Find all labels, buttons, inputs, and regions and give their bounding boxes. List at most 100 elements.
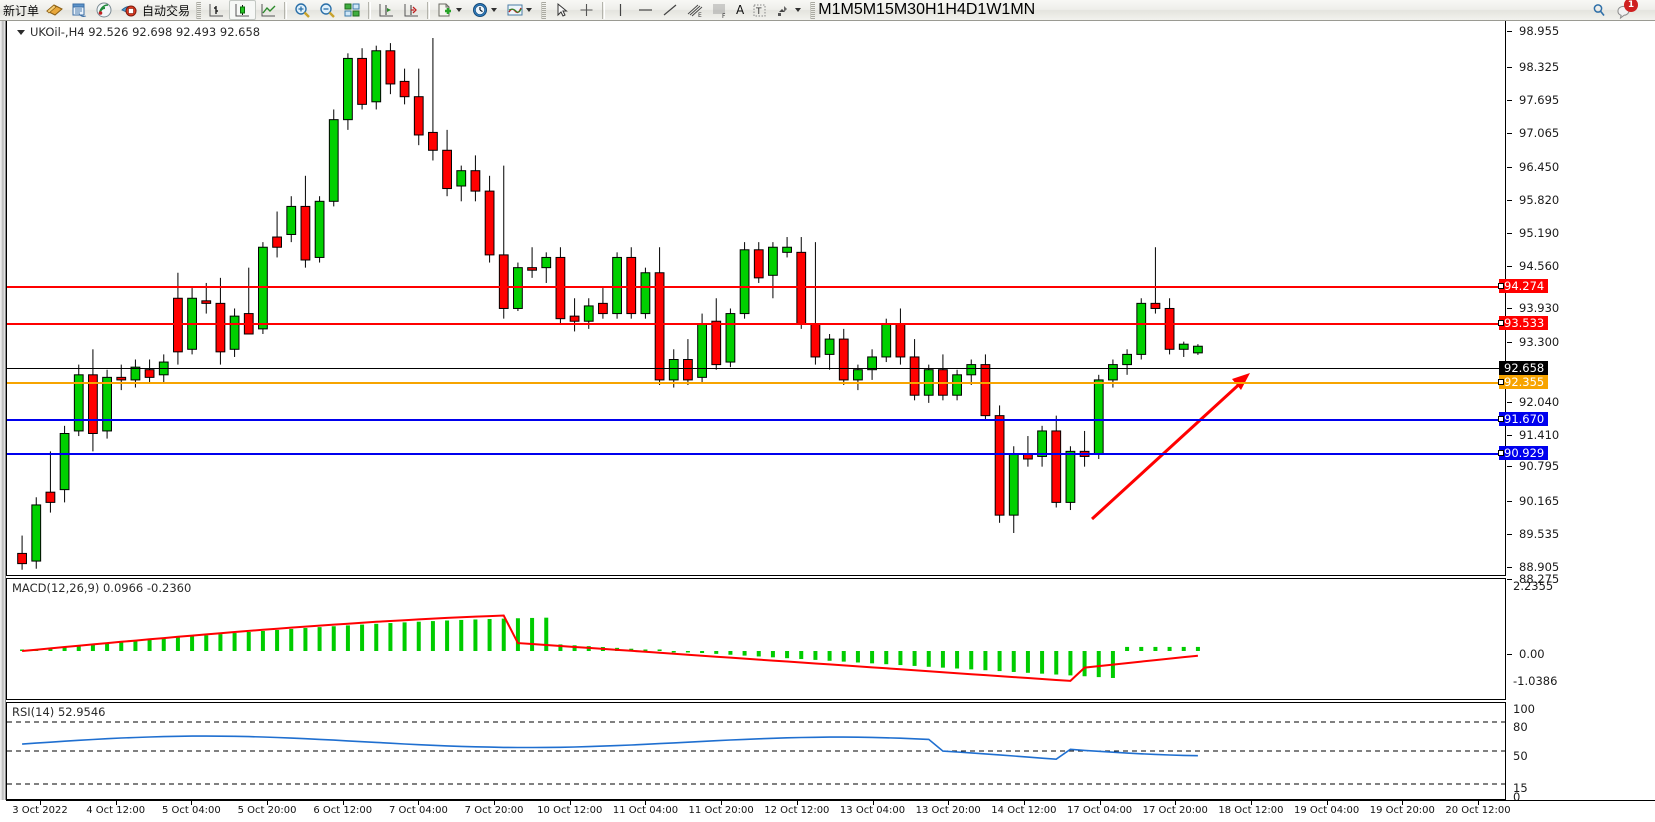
vertical-line-button[interactable] xyxy=(608,0,633,20)
time-axis-tick xyxy=(115,801,117,805)
price-badge-resistance-1[interactable]: 94.274 xyxy=(1498,279,1549,293)
axis-tick: 96.450 xyxy=(1507,161,1655,174)
toolbar-grip-2[interactable] xyxy=(541,1,547,19)
price-badge-support-1[interactable]: 91.670 xyxy=(1498,412,1549,426)
shapes-icon xyxy=(775,2,794,19)
resistance-line-94274[interactable] xyxy=(7,286,1505,288)
time-axis-label: 11 Oct 20:00 xyxy=(688,805,754,816)
text-icon: A xyxy=(736,3,745,17)
macd-histogram-bar xyxy=(799,651,804,660)
candle-body xyxy=(498,254,509,309)
time-axis[interactable]: 3 Oct 2022 4 Oct 12:00 5 Oct 04:00 5 Oct 20… xyxy=(6,800,1655,822)
toolbar-grip-1[interactable] xyxy=(196,1,202,19)
chart-window[interactable]: UKOil-,H4 92.526 92.698 92.493 92.658 MA xyxy=(0,21,1655,822)
resistance-line-93533[interactable] xyxy=(7,323,1505,325)
equidistant-channel-icon: E xyxy=(686,2,705,19)
zoom-in-button[interactable] xyxy=(290,0,315,20)
macd-histogram-bar xyxy=(544,617,549,651)
timeframe-m5[interactable]: M5 xyxy=(840,1,863,18)
candle-body xyxy=(626,256,637,315)
rsi-axis-tick: 15 xyxy=(1513,781,1528,795)
fibonacci-button[interactable]: F xyxy=(708,0,733,20)
timeframe-h1[interactable]: H1 xyxy=(924,1,946,18)
level-handle-icon[interactable] xyxy=(1498,450,1504,456)
level-handle-icon[interactable] xyxy=(1498,283,1504,289)
timeframe-m30[interactable]: M30 xyxy=(893,1,925,18)
macd-panel[interactable]: MACD(12,26,9) 0.0966 -0.2360 xyxy=(6,578,1506,700)
signals-button[interactable] xyxy=(92,0,117,20)
support-line-90929[interactable] xyxy=(7,453,1505,455)
new-order-button[interactable]: 新订单 xyxy=(0,0,42,20)
trendline-button[interactable] xyxy=(658,0,683,20)
chart-shift-button[interactable] xyxy=(399,0,424,20)
text-button[interactable]: A xyxy=(733,0,747,20)
candle-body xyxy=(442,149,452,190)
search-button[interactable] xyxy=(1587,0,1612,20)
support-line-91670[interactable] xyxy=(7,419,1505,421)
macd-histogram-bar xyxy=(983,651,988,671)
period-button[interactable] xyxy=(468,0,503,20)
text-label-button[interactable]: T xyxy=(747,0,772,20)
axis-tick: 91.410 xyxy=(1507,429,1655,442)
chart-menu-caret-icon[interactable] xyxy=(17,30,25,35)
candle-body xyxy=(413,96,424,136)
indicators-button[interactable] xyxy=(433,0,468,20)
time-axis-label: 13 Oct 20:00 xyxy=(915,805,981,816)
pivot-line-92355[interactable] xyxy=(7,382,1505,384)
autotrade-label: 自动交易 xyxy=(142,3,191,18)
templates-chevron-down-icon[interactable] xyxy=(526,8,533,12)
timeframe-m15[interactable]: M15 xyxy=(862,1,894,18)
crosshair-button[interactable] xyxy=(574,0,599,20)
timeframe-w1[interactable]: W1 xyxy=(986,1,1011,18)
horizontal-line-button[interactable] xyxy=(633,0,658,20)
equidistant-channel-button[interactable]: E xyxy=(683,0,708,20)
shapes-button[interactable] xyxy=(772,0,807,20)
price-axis[interactable]: 98.955 98.325 97.695 97.065 96.450 95.82… xyxy=(1498,21,1655,803)
indicators-chevron-down-icon[interactable] xyxy=(456,8,463,12)
timeframe-m1[interactable]: M1 xyxy=(818,1,841,18)
candle-body xyxy=(371,50,382,103)
macd-histogram-bar xyxy=(416,621,421,651)
price-badge-pivot[interactable]: 92.355 xyxy=(1498,375,1549,389)
candlestick-chart-button[interactable] xyxy=(229,0,257,20)
new-order-icon xyxy=(45,2,64,19)
autotrade-button[interactable]: 自动交易 xyxy=(117,0,193,20)
macd-histogram-bar xyxy=(785,651,790,659)
chat-button[interactable]: 1 xyxy=(1612,0,1638,20)
period-chevron-down-icon[interactable] xyxy=(491,8,498,12)
timeframe-d1[interactable]: D1 xyxy=(965,1,987,18)
level-handle-icon[interactable] xyxy=(1498,416,1504,422)
candle-body xyxy=(541,256,552,269)
shapes-chevron-down-icon[interactable] xyxy=(795,8,802,12)
macd-histogram-bar xyxy=(643,649,648,651)
level-handle-icon[interactable] xyxy=(1498,379,1504,385)
line-chart-button[interactable] xyxy=(256,0,281,20)
new-order-icon-button[interactable] xyxy=(42,0,67,20)
tile-windows-button[interactable] xyxy=(340,0,365,20)
macd-histogram-bar xyxy=(501,618,506,651)
price-badge-resistance-2[interactable]: 93.533 xyxy=(1498,316,1549,330)
shift-end-button[interactable] xyxy=(374,0,399,20)
zoom-out-button[interactable] xyxy=(315,0,340,20)
axis-tick: 97.065 xyxy=(1507,127,1655,140)
macd-histogram-bar xyxy=(1167,646,1172,651)
price-chart-panel[interactable]: UKOil-,H4 92.526 92.698 92.493 92.658 xyxy=(6,21,1506,576)
candle-body xyxy=(357,57,367,105)
bar-chart-button[interactable] xyxy=(204,0,229,20)
chart-left-scroll-grip[interactable] xyxy=(0,21,6,800)
cursor-button[interactable] xyxy=(549,0,574,20)
level-handle-icon[interactable] xyxy=(1498,320,1504,326)
timeframe-mn[interactable]: MN xyxy=(1010,1,1036,18)
data-window-button[interactable] xyxy=(67,0,92,20)
toolbar-grip-3[interactable] xyxy=(810,1,816,19)
timeframe-h4[interactable]: H4 xyxy=(945,1,966,18)
candle-body xyxy=(895,323,906,358)
macd-histogram-bar xyxy=(232,633,237,651)
rsi-panel[interactable]: RSI(14) 52.9546 xyxy=(6,702,1506,800)
price-badge-support-2[interactable]: 90.929 xyxy=(1498,446,1549,460)
macd-histogram-bar xyxy=(813,651,818,660)
macd-histogram-bar xyxy=(374,623,379,651)
macd-histogram-bar xyxy=(926,651,931,667)
templates-button[interactable] xyxy=(503,0,538,20)
macd-histogram-bar xyxy=(515,618,520,651)
